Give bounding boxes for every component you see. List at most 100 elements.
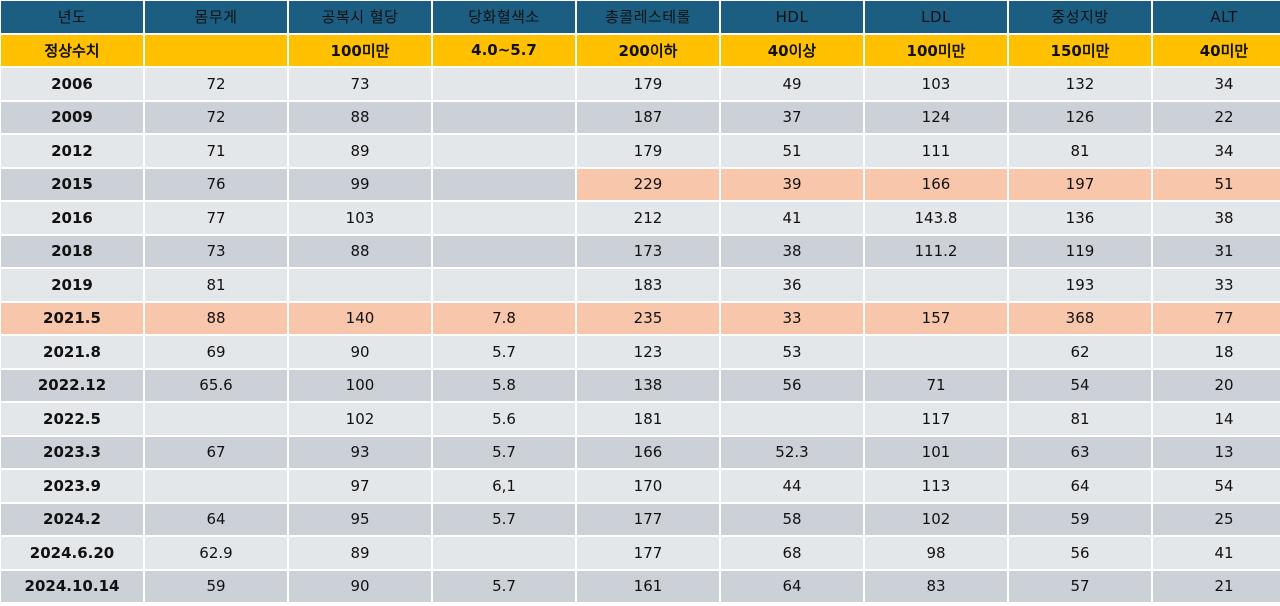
value-cell: 53 (721, 336, 863, 368)
value-cell: 197 (1009, 168, 1151, 200)
value-cell: 179 (577, 135, 719, 167)
normal-range-cell: 4.0~5.7 (433, 34, 575, 66)
value-cell: 73 (289, 68, 431, 100)
value-cell: 39 (721, 168, 863, 200)
value-cell: 111 (865, 135, 1007, 167)
value-cell: 177 (577, 503, 719, 535)
value-cell: 62.9 (145, 537, 287, 569)
value-cell: 31 (1153, 235, 1280, 267)
normal-range-cell: 150미만 (1009, 34, 1151, 66)
value-cell: 72 (145, 68, 287, 100)
value-cell (433, 537, 575, 569)
row-date-cell: 2021.8 (1, 336, 143, 368)
value-cell: 5.7 (433, 336, 575, 368)
value-cell: 157 (865, 302, 1007, 334)
value-cell: 136 (1009, 202, 1151, 234)
value-cell: 41 (1153, 537, 1280, 569)
row-date-cell: 2024.2 (1, 503, 143, 535)
value-cell: 124 (865, 101, 1007, 133)
table-row: 2024.2 64 95 5.7 177 58 102 59 25 (1, 503, 1280, 535)
normal-range-cell: 200이하 (577, 34, 719, 66)
value-cell: 181 (577, 403, 719, 435)
value-cell: 76 (145, 168, 287, 200)
value-cell: 33 (1153, 269, 1280, 301)
value-cell: 41 (721, 202, 863, 234)
value-cell: 126 (1009, 101, 1151, 133)
value-cell: 193 (1009, 269, 1151, 301)
table-row: 2009 72 88 187 37 124 126 22 (1, 101, 1280, 133)
value-cell (145, 403, 287, 435)
value-cell: 25 (1153, 503, 1280, 535)
value-cell: 22 (1153, 101, 1280, 133)
row-date-cell: 2024.6.20 (1, 537, 143, 569)
value-cell: 64 (145, 503, 287, 535)
value-cell: 64 (1009, 470, 1151, 502)
value-cell: 187 (577, 101, 719, 133)
normal-range-cell: 40미만 (1153, 34, 1280, 66)
row-date-cell: 2022.5 (1, 403, 143, 435)
value-cell: 38 (721, 235, 863, 267)
value-cell (433, 68, 575, 100)
table-row: 2012 71 89 179 51 111 81 34 (1, 135, 1280, 167)
value-cell: 179 (577, 68, 719, 100)
value-cell: 44 (721, 470, 863, 502)
table-row: 2018 73 88 173 38 111.2 119 31 (1, 235, 1280, 267)
value-cell (433, 135, 575, 167)
value-cell: 102 (865, 503, 1007, 535)
value-cell (865, 336, 1007, 368)
value-cell: 72 (145, 101, 287, 133)
col-header-alt: ALT (1153, 1, 1280, 33)
value-cell: 57 (1009, 570, 1151, 602)
value-cell: 81 (145, 269, 287, 301)
table-row: 2006 72 73 179 49 103 132 34 (1, 68, 1280, 100)
normal-range-cell: 40이상 (721, 34, 863, 66)
value-cell: 38 (1153, 202, 1280, 234)
value-cell: 77 (145, 202, 287, 234)
value-cell: 183 (577, 269, 719, 301)
value-cell: 235 (577, 302, 719, 334)
value-cell (289, 269, 431, 301)
row-date-cell: 2018 (1, 235, 143, 267)
value-cell: 132 (1009, 68, 1151, 100)
row-date-cell: 2023.9 (1, 470, 143, 502)
value-cell: 34 (1153, 68, 1280, 100)
value-cell: 161 (577, 570, 719, 602)
col-header-triglyceride: 중성지방 (1009, 1, 1151, 33)
value-cell: 170 (577, 470, 719, 502)
value-cell: 77 (1153, 302, 1280, 334)
normal-range-row: 정상수치 100미만 4.0~5.7 200이하 40이상 100미만 150미… (1, 34, 1280, 66)
value-cell: 93 (289, 436, 431, 468)
value-cell: 368 (1009, 302, 1151, 334)
table-row: 2023.3 67 93 5.7 166 52.3 101 63 13 (1, 436, 1280, 468)
row-date-cell: 2015 (1, 168, 143, 200)
value-cell: 63 (1009, 436, 1151, 468)
value-cell: 90 (289, 336, 431, 368)
row-date-cell: 2023.3 (1, 436, 143, 468)
value-cell: 97 (289, 470, 431, 502)
value-cell: 166 (865, 168, 1007, 200)
value-cell: 54 (1153, 470, 1280, 502)
value-cell: 99 (289, 168, 431, 200)
value-cell: 81 (1009, 403, 1151, 435)
value-cell (433, 269, 575, 301)
value-cell: 103 (865, 68, 1007, 100)
value-cell: 14 (1153, 403, 1280, 435)
value-cell: 37 (721, 101, 863, 133)
value-cell: 49 (721, 68, 863, 100)
value-cell: 5.8 (433, 369, 575, 401)
value-cell: 65.6 (145, 369, 287, 401)
value-cell: 6,1 (433, 470, 575, 502)
value-cell: 173 (577, 235, 719, 267)
table-row: 2015 76 99 229 39 166 197 51 (1, 168, 1280, 200)
value-cell: 54 (1009, 369, 1151, 401)
value-cell: 88 (289, 235, 431, 267)
value-cell (433, 235, 575, 267)
value-cell (145, 470, 287, 502)
value-cell (433, 101, 575, 133)
value-cell: 67 (145, 436, 287, 468)
table-row: 2023.9 97 6,1 170 44 113 64 54 (1, 470, 1280, 502)
table-row: 2024.10.14 59 90 5.7 161 64 83 57 21 (1, 570, 1280, 602)
value-cell: 5.6 (433, 403, 575, 435)
value-cell: 81 (1009, 135, 1151, 167)
table-row: 2016 77 103 212 41 143.8 136 38 (1, 202, 1280, 234)
